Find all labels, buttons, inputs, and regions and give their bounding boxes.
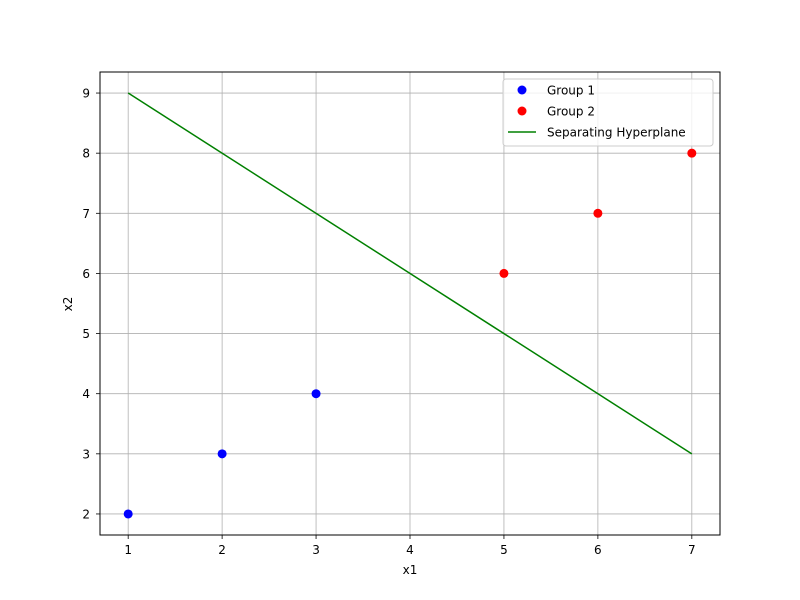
y-tick-label: 7 <box>82 207 90 221</box>
series-line-separating-hyperplane <box>127 92 693 455</box>
legend-box <box>502 78 714 147</box>
x-axis-label: x1 <box>403 563 418 577</box>
y-tick-label: 6 <box>82 267 90 281</box>
point-group-1 <box>123 509 133 519</box>
legend: Group 1 Group 2 Separating Hyperplane <box>502 78 714 147</box>
series-layer <box>123 92 697 519</box>
x-tick-label: 4 <box>406 543 414 557</box>
x-tick-label: 1 <box>124 543 132 557</box>
point-group-2 <box>687 148 697 158</box>
x-tick-label: 6 <box>594 543 602 557</box>
point-group-1 <box>311 389 321 399</box>
y-tick-label: 5 <box>82 327 90 341</box>
y-tick-label: 9 <box>82 87 90 101</box>
point-group-2 <box>593 208 603 218</box>
point-group-1 <box>217 449 227 459</box>
y-tick-label: 3 <box>82 447 90 461</box>
x-tick-label: 3 <box>312 543 320 557</box>
legend-label-group-2: Group 2 <box>547 105 595 119</box>
grid <box>100 72 720 535</box>
x-tick-label: 2 <box>218 543 226 557</box>
y-axis-label: x2 <box>61 297 75 312</box>
legend-marker-group-2 <box>517 106 527 116</box>
y-tick-label: 2 <box>82 507 90 521</box>
x-axis-ticks: 1 2 3 4 5 6 7 <box>124 535 696 557</box>
y-tick-label: 8 <box>82 147 90 161</box>
x-tick-label: 7 <box>688 543 696 557</box>
legend-label-group-1: Group 1 <box>547 84 595 98</box>
y-tick-label: 4 <box>82 387 90 401</box>
legend-label-separating-hyperplane: Separating Hyperplane <box>547 126 686 140</box>
x-tick-label: 5 <box>500 543 508 557</box>
point-group-2 <box>499 268 509 278</box>
legend-marker-group-1 <box>517 85 527 95</box>
y-axis-ticks: 2 3 4 5 6 7 8 9 <box>82 87 100 521</box>
